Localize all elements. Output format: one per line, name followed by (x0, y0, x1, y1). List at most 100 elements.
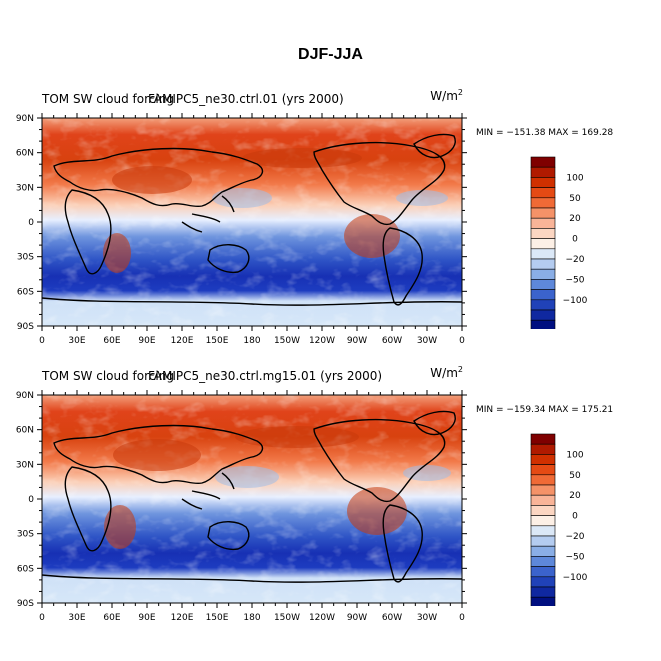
lon-label: 0 (39, 613, 45, 623)
lon-label: 180 (243, 336, 260, 346)
colorbar-label: −20 (566, 532, 585, 542)
panel-2-left-title: TOM SW cloud forcing (42, 369, 174, 383)
colorbar-box (530, 166, 556, 178)
panel-2: TOM SW cloud forcing FAMIPC5_ne30.ctrl.m… (0, 365, 661, 629)
lat-label: 60S (17, 564, 34, 574)
lon-label: 120E (171, 613, 194, 623)
colorbar-label: 20 (569, 491, 581, 501)
lon-label: 90W (347, 336, 367, 346)
colorbar-box (530, 279, 556, 290)
colorbar-box (530, 535, 556, 547)
lon-label: 90E (138, 336, 155, 346)
lat-label: 30N (16, 183, 34, 193)
colorbar-box (530, 464, 556, 476)
lon-label: 120W (309, 613, 335, 623)
colorbar-label: 100 (566, 173, 583, 183)
colorbar-box (530, 319, 556, 329)
colorbar-box (530, 474, 556, 486)
lon-label: 0 (459, 336, 465, 346)
colorbar-label: 20 (569, 214, 581, 224)
lon-label: 180 (243, 613, 260, 623)
colorbar-box (530, 433, 556, 445)
colorbar-box (530, 238, 556, 250)
colorbar-label: −50 (566, 552, 585, 562)
panel-2-coastlines (41, 410, 463, 583)
colorbar-box (530, 207, 556, 219)
panel-1-colorbar: 100 50 20 0 −20 −50 −100 (530, 156, 588, 329)
colorbar-label: 50 (569, 194, 581, 204)
lon-label: 120W (309, 336, 335, 346)
colorbar-box (530, 443, 556, 455)
lat-label: 60N (16, 426, 34, 436)
panel-2-center-title: FAMIPC5_ne30.ctrl.mg15.01 (yrs 2000) (148, 369, 383, 383)
colorbar-label: −100 (563, 296, 588, 306)
lon-label: 30E (68, 613, 85, 623)
lat-label: 0 (28, 218, 34, 228)
colorbar-box (530, 177, 556, 188)
colorbar-box (530, 596, 556, 606)
panel-2-colorbar: 100 50 20 0 −20 −50 −100 (530, 433, 588, 606)
lon-label: 90E (138, 613, 155, 623)
panel-1-min-max: MIN = −151.38 MAX = 169.28 (476, 128, 614, 138)
lon-label: 60W (382, 336, 402, 346)
colorbar-box (530, 258, 556, 270)
colorbar-label: −50 (566, 275, 585, 285)
colorbar-box (530, 197, 556, 209)
panel-1-left-title: TOM SW cloud forcing (42, 92, 174, 106)
lon-label: 60W (382, 613, 402, 623)
lat-label: 90N (16, 391, 34, 401)
lon-label: 0 (459, 613, 465, 623)
lon-label: 60E (103, 613, 120, 623)
lon-label: 30W (417, 336, 437, 346)
lat-label: 90S (17, 322, 34, 332)
panel-1-center-title: FAMIPC5_ne30.ctrl.01 (yrs 2000) (148, 92, 344, 106)
colorbar-label: 100 (566, 450, 583, 460)
panel-2-min-max: MIN = −159.34 MAX = 175.21 (476, 405, 614, 415)
colorbar-box (530, 156, 556, 168)
panel-1-units: W/m2 (430, 88, 463, 103)
lon-label: 150W (274, 613, 300, 623)
colorbar-label: 0 (572, 235, 578, 245)
panel-1-map: 90N 60N 30N 0 30S 60S 90S 0 30E 60E 90E 120E 150E 18… (16, 113, 467, 346)
colorbar-box (530, 515, 556, 527)
lon-label: 90W (347, 613, 367, 623)
panel-2-units: W/m2 (430, 365, 463, 380)
lat-label: 60S (17, 287, 34, 297)
lat-label: 60N (16, 149, 34, 159)
colorbar-box (530, 525, 556, 537)
colorbar-box (530, 228, 556, 239)
panel-1: TOM SW cloud forcing FAMIPC5_ne30.ctrl.0… (0, 88, 661, 352)
lon-label: 30E (68, 336, 85, 346)
colorbar-box (530, 586, 556, 598)
lon-label: 150E (206, 336, 229, 346)
lon-label: 150W (274, 336, 300, 346)
lon-label: 30W (417, 613, 437, 623)
colorbar-box (530, 484, 556, 496)
colorbar-box (530, 505, 556, 516)
lat-label: 30S (17, 253, 34, 263)
colorbar-box (530, 268, 556, 280)
lon-label: 0 (39, 336, 45, 346)
colorbar-box (530, 187, 556, 199)
lat-label: 30S (17, 530, 34, 540)
colorbar-box (530, 248, 556, 260)
colorbar-box (530, 289, 556, 301)
colorbar-box (530, 545, 556, 557)
colorbar-label: 0 (572, 512, 578, 522)
colorbar-box (530, 299, 556, 311)
lon-label: 150E (206, 613, 229, 623)
lat-label: 30N (16, 460, 34, 470)
colorbar-box (530, 556, 556, 567)
colorbar-box (530, 494, 556, 506)
colorbar-box (530, 454, 556, 465)
lat-label: 90N (16, 114, 34, 124)
colorbar-label: −100 (563, 573, 588, 583)
colorbar-label: 50 (569, 471, 581, 481)
colorbar-box (530, 309, 556, 321)
lon-label: 60E (103, 336, 120, 346)
panel-1-coastlines (41, 133, 463, 306)
colorbar-box (530, 566, 556, 578)
figure-title: DJF-JJA (298, 46, 363, 63)
lon-label: 120E (171, 336, 194, 346)
colorbar-label: −20 (566, 255, 585, 265)
